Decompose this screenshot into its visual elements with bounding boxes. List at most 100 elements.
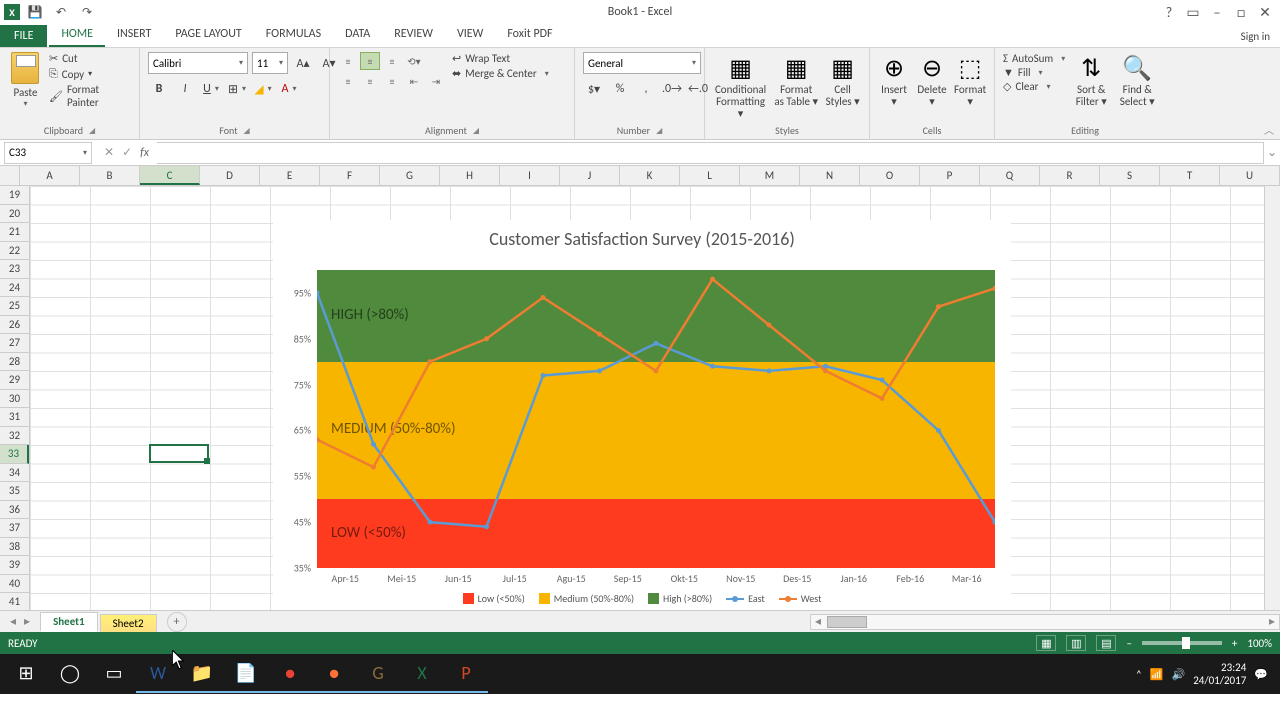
- delete-cells-button[interactable]: ⊖Delete ▾: [916, 52, 948, 108]
- row-header[interactable]: 32: [0, 427, 29, 446]
- format-as-table-button[interactable]: ▦Format as Table ▾: [774, 52, 818, 108]
- align-left-button[interactable]: ≡: [338, 72, 358, 90]
- tab-review[interactable]: REVIEW: [382, 23, 445, 47]
- column-header[interactable]: J: [560, 166, 620, 185]
- row-header[interactable]: 38: [0, 538, 29, 557]
- conditional-formatting-button[interactable]: ▦Conditional Formatting ▾: [713, 52, 768, 120]
- column-header[interactable]: L: [680, 166, 740, 185]
- maximize-button[interactable]: □: [1230, 1, 1252, 23]
- align-middle-button[interactable]: ≡: [360, 52, 380, 70]
- selected-cell[interactable]: [149, 444, 209, 463]
- page-break-view-button[interactable]: ▤: [1096, 635, 1116, 651]
- autosum-button[interactable]: ΣAutoSum▾: [1003, 52, 1065, 65]
- sort-filter-button[interactable]: ⇅Sort & Filter ▾: [1071, 52, 1111, 108]
- column-header[interactable]: N: [800, 166, 860, 185]
- fill-handle[interactable]: [204, 458, 210, 464]
- format-cells-button[interactable]: ⬚Format ▾: [954, 52, 986, 108]
- embedded-chart[interactable]: Customer Satisfaction Survey (2015-2016)…: [273, 220, 1011, 610]
- comma-button[interactable]: ,: [635, 78, 657, 100]
- clock[interactable]: 23:24 24/01/2017: [1193, 661, 1246, 687]
- underline-button[interactable]: U▾: [200, 78, 222, 100]
- normal-view-button[interactable]: ▦: [1036, 635, 1056, 651]
- column-headers[interactable]: ABCDEFGHIJKLMNOPQRSTU: [0, 166, 1280, 186]
- help-button[interactable]: ?: [1158, 1, 1180, 23]
- row-headers[interactable]: 1920212223242526272829303132333435363738…: [0, 186, 30, 610]
- zoom-level[interactable]: 100%: [1247, 637, 1272, 650]
- copy-button[interactable]: ⎘Copy▾: [49, 67, 131, 81]
- align-bottom-button[interactable]: ≡: [382, 52, 402, 70]
- sheet-tab[interactable]: Sheet1: [40, 612, 98, 632]
- page-layout-view-button[interactable]: ▥: [1066, 635, 1086, 651]
- row-header[interactable]: 25: [0, 297, 29, 316]
- collapse-ribbon-button[interactable]: ︿: [1264, 122, 1274, 137]
- sign-in-link[interactable]: Sign in: [1231, 26, 1280, 47]
- row-header[interactable]: 35: [0, 482, 29, 501]
- taskbar-start[interactable]: ⊞: [4, 655, 48, 693]
- file-tab[interactable]: FILE: [0, 25, 47, 47]
- column-header[interactable]: E: [260, 166, 320, 185]
- taskbar-chrome[interactable]: ●: [268, 655, 312, 693]
- zoom-out-button[interactable]: –: [1126, 637, 1131, 650]
- tab-home[interactable]: HOME: [49, 23, 105, 47]
- taskbar-explorer[interactable]: 📁: [180, 655, 224, 693]
- tab-page-layout[interactable]: PAGE LAYOUT: [163, 23, 253, 47]
- italic-button[interactable]: I: [174, 78, 196, 100]
- volume-icon[interactable]: 🔊: [1171, 668, 1185, 681]
- wrap-text-button[interactable]: ↩Wrap Text: [452, 52, 549, 65]
- percent-button[interactable]: %: [609, 78, 631, 100]
- select-all-corner[interactable]: [0, 166, 20, 185]
- taskbar-firefox[interactable]: ●: [312, 655, 356, 693]
- column-header[interactable]: D: [200, 166, 260, 185]
- tray-chevron-icon[interactable]: ˄: [1136, 668, 1142, 681]
- sheet-tab[interactable]: Sheet2: [100, 614, 157, 632]
- column-header[interactable]: S: [1100, 166, 1160, 185]
- row-header[interactable]: 26: [0, 316, 29, 335]
- increase-decimal-button[interactable]: .0→: [661, 78, 683, 100]
- taskbar-powerpoint[interactable]: P: [444, 655, 488, 693]
- row-header[interactable]: 19: [0, 186, 29, 205]
- number-format-select[interactable]: General▾: [583, 52, 701, 74]
- cancel-formula-icon[interactable]: ✕: [104, 145, 114, 160]
- tab-formulas[interactable]: FORMULAS: [254, 23, 333, 47]
- undo-button[interactable]: ↶: [50, 1, 72, 23]
- minimize-button[interactable]: –: [1206, 1, 1228, 23]
- tab-data[interactable]: DATA: [333, 23, 382, 47]
- notifications-icon[interactable]: 💬: [1254, 668, 1268, 681]
- column-header[interactable]: M: [740, 166, 800, 185]
- sheet-nav[interactable]: ◂▸: [0, 614, 40, 629]
- tab-insert[interactable]: INSERT: [105, 23, 163, 47]
- row-header[interactable]: 31: [0, 408, 29, 427]
- row-header[interactable]: 23: [0, 260, 29, 279]
- fill-color-button[interactable]: ◢▾: [252, 78, 274, 100]
- format-painter-button[interactable]: 🖌Format Painter: [49, 83, 131, 109]
- taskbar-notepad[interactable]: 📄: [224, 655, 268, 693]
- column-header[interactable]: I: [500, 166, 560, 185]
- column-header[interactable]: A: [20, 166, 80, 185]
- column-header[interactable]: Q: [980, 166, 1040, 185]
- paste-button[interactable]: Paste ▾: [8, 52, 43, 109]
- zoom-in-button[interactable]: +: [1232, 637, 1237, 650]
- align-top-button[interactable]: ≡: [338, 52, 358, 70]
- column-header[interactable]: G: [380, 166, 440, 185]
- cut-button[interactable]: ✂Cut: [49, 52, 131, 65]
- column-header[interactable]: P: [920, 166, 980, 185]
- row-header[interactable]: 27: [0, 334, 29, 353]
- column-header[interactable]: K: [620, 166, 680, 185]
- font-color-button[interactable]: A▾: [278, 78, 300, 100]
- column-header[interactable]: B: [80, 166, 140, 185]
- clear-button[interactable]: ◇Clear▾: [1003, 80, 1065, 93]
- taskbar-word[interactable]: W: [136, 655, 180, 693]
- increase-font-button[interactable]: A▴: [292, 52, 314, 74]
- row-header[interactable]: 40: [0, 575, 29, 594]
- fx-icon[interactable]: fx: [140, 146, 149, 160]
- cells-area[interactable]: Customer Satisfaction Survey (2015-2016)…: [30, 186, 1280, 610]
- formula-input[interactable]: [157, 142, 1264, 164]
- row-header[interactable]: 30: [0, 390, 29, 409]
- network-icon[interactable]: 📶: [1150, 668, 1164, 681]
- row-header[interactable]: 28: [0, 353, 29, 372]
- row-header[interactable]: 41: [0, 593, 29, 610]
- row-header[interactable]: 29: [0, 371, 29, 390]
- accept-formula-icon[interactable]: ✓: [122, 145, 132, 160]
- bold-button[interactable]: B: [148, 78, 170, 100]
- row-header[interactable]: 22: [0, 242, 29, 261]
